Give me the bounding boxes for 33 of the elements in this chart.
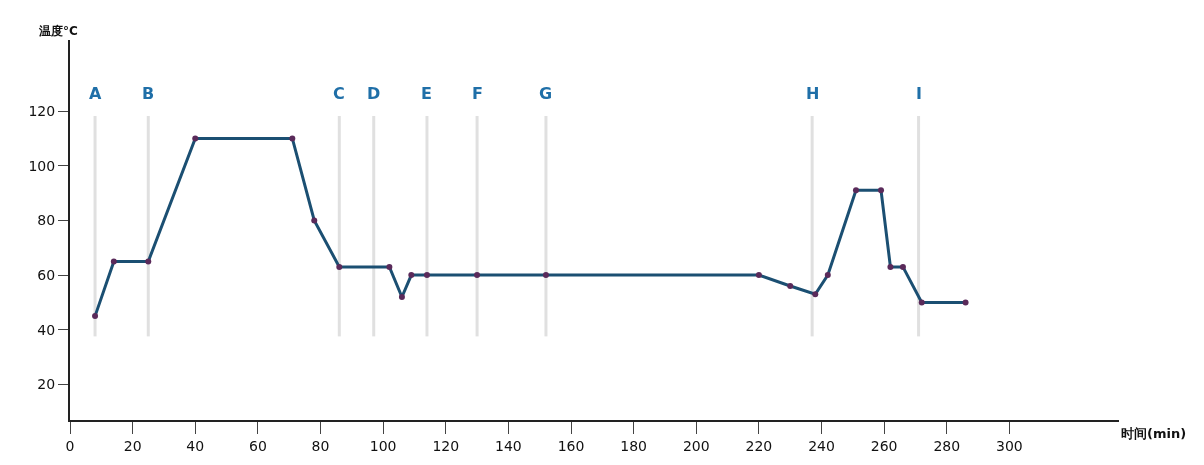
x-tick-label: 60	[248, 437, 267, 454]
ref-line-label: F	[472, 84, 483, 103]
x-tick-label: 100	[369, 437, 397, 454]
y-tick-label: 40	[37, 321, 56, 338]
x-tick-label: 280	[933, 437, 961, 454]
x-tick-label: 120	[432, 437, 460, 454]
x-tick-label: 0	[65, 437, 75, 454]
ref-line-label: G	[539, 84, 553, 103]
x-axis-title: 时间(min)	[1121, 426, 1187, 441]
x-tick-label: 20	[123, 437, 142, 454]
x-tick-label: 240	[808, 437, 835, 454]
ref-line-label: A	[89, 84, 102, 103]
x-tick-label: 200	[682, 437, 710, 454]
y-axis-title: 温度°C	[38, 24, 78, 38]
y-tick-label: 120	[28, 102, 56, 119]
ref-line-label: H	[806, 84, 820, 103]
ref-line-label: D	[367, 84, 381, 103]
y-tick-label: 80	[37, 212, 56, 229]
x-tick-label: 180	[620, 437, 648, 454]
x-tick-label: 140	[495, 437, 522, 454]
x-tick-label: 160	[557, 437, 585, 454]
x-tick-label: 300	[996, 437, 1023, 454]
ref-line-label: E	[421, 84, 432, 103]
ref-line-label: I	[916, 84, 922, 103]
x-tick-label: 40	[186, 437, 205, 454]
y-tick-label: 100	[28, 157, 56, 174]
ref-line-label: C	[333, 84, 345, 103]
x-tick-label: 80	[311, 437, 330, 454]
y-tick-label: 20	[37, 376, 56, 393]
y-tick-label: 60	[37, 267, 56, 284]
x-tick-label: 260	[870, 437, 898, 454]
x-tick-label: 220	[745, 437, 773, 454]
ref-line-label: B	[142, 84, 155, 103]
